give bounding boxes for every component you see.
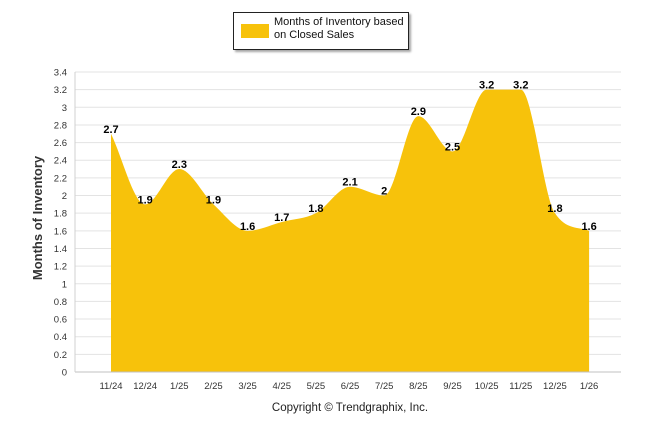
y-tick-label: 2.8 — [54, 120, 67, 131]
data-label: 1.7 — [274, 212, 289, 224]
y-tick-label: 2.2 — [54, 173, 67, 184]
x-tick-label: 12/24 — [133, 381, 157, 392]
y-tick-label: 1.8 — [54, 209, 67, 220]
y-tick-label: 1.2 — [54, 262, 67, 273]
area-series — [111, 89, 590, 372]
data-label: 1.9 — [138, 194, 153, 206]
x-tick-label: 11/24 — [99, 381, 122, 392]
y-tick-label: 3.4 — [54, 68, 67, 79]
y-axis-label: Months of Inventory — [30, 155, 45, 280]
legend-label: Months of Inventory based on Closed Sale… — [274, 16, 404, 41]
x-tick-label: 1/26 — [580, 381, 599, 392]
x-tick-label: 7/25 — [375, 381, 394, 392]
y-tick-labels: 0 0.2 0.4 0.6 0.8 1 1.2 1.4 1.6 1.8 2 2.2 2.4 2.6 2.8 3… — [54, 68, 67, 379]
data-label: 2 — [381, 186, 387, 198]
data-labels: 2.7 1.9 2.3 1.9 1.6 1.7 1.8 2.1 2 2.9 2.5 3.2 3.2 1.8… — [103, 80, 596, 233]
data-label: 1.9 — [206, 194, 221, 206]
y-tick-label: 2.6 — [54, 138, 67, 149]
legend: Months of Inventory based on Closed Sale… — [233, 12, 409, 50]
legend-swatch — [241, 24, 269, 38]
x-tick-label: 11/25 — [509, 381, 532, 392]
data-label: 3.2 — [479, 80, 494, 92]
data-label: 2.5 — [445, 141, 460, 153]
area-fill — [111, 89, 590, 372]
y-tick-label: 0.4 — [54, 332, 67, 343]
x-tick-label: 10/25 — [475, 381, 499, 392]
x-tick-label: 2/25 — [204, 381, 223, 392]
y-tick-label: 3.2 — [54, 85, 67, 96]
data-label: 1.6 — [240, 221, 255, 233]
axes — [74, 72, 621, 373]
data-label: 3.2 — [513, 80, 528, 92]
y-tick-label: 0.2 — [54, 350, 67, 361]
y-tick-label: 2.4 — [54, 156, 67, 167]
y-tick-label: 0.8 — [54, 297, 67, 308]
x-tick-label: 9/25 — [443, 381, 462, 392]
x-tick-label: 6/25 — [341, 381, 360, 392]
x-tick-label: 1/25 — [170, 381, 189, 392]
copyright-text: Copyright © Trendgraphix, Inc. — [271, 402, 429, 414]
x-tick-label: 8/25 — [409, 381, 428, 392]
x-tick-label: 5/25 — [307, 381, 326, 392]
data-label: 1.8 — [547, 203, 562, 215]
x-tick-label: 3/25 — [238, 381, 257, 392]
data-label: 1.6 — [581, 221, 596, 233]
x-tick-label: 12/25 — [543, 381, 567, 392]
y-tick-label: 2 — [62, 191, 67, 202]
data-label: 1.8 — [308, 203, 323, 215]
x-tick-label: 4/25 — [273, 381, 292, 392]
data-label: 2.3 — [172, 159, 187, 171]
y-tick-label: 1 — [62, 279, 67, 290]
data-label: 2.1 — [342, 177, 357, 189]
y-tick-label: 1.4 — [54, 244, 67, 255]
y-tick-label: 0 — [62, 368, 67, 379]
data-label: 2.7 — [103, 124, 118, 136]
y-tick-label: 0.6 — [54, 315, 67, 326]
y-tick-label: 3 — [62, 103, 67, 114]
data-label: 2.9 — [411, 106, 426, 118]
x-tick-labels: 11/24 12/24 1/25 2/25 3/25 4/25 5/25 6/25 7/25 8/… — [99, 381, 598, 392]
y-tick-label: 1.6 — [54, 226, 67, 237]
